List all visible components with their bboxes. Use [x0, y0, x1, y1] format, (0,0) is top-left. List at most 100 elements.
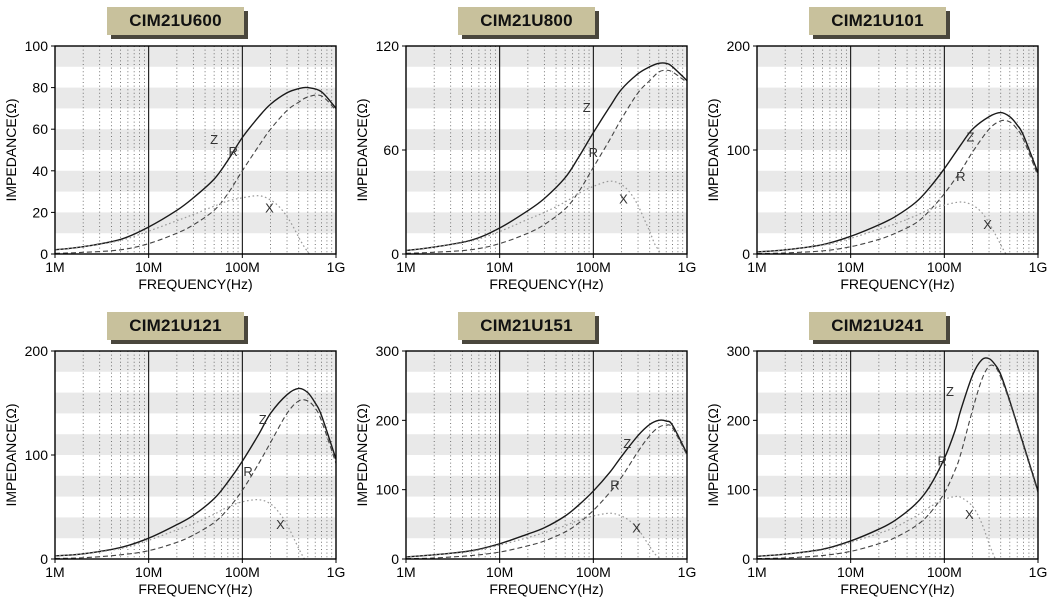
curve-label-r: R	[956, 169, 965, 184]
curve-label-x: X	[632, 521, 641, 536]
log-gridlines	[82, 46, 333, 254]
y-tick-label: 300	[727, 345, 751, 359]
y-tick-label: 200	[727, 412, 751, 428]
chart-title: CIM21U101	[809, 7, 946, 35]
chart-title: CIM21U800	[458, 7, 595, 35]
x-tick-label: 1G	[678, 259, 697, 275]
y-tick-label: 100	[25, 40, 49, 54]
x-tick-label: 1G	[678, 564, 697, 580]
curve-label-x: X	[983, 217, 992, 232]
curve-z	[757, 111, 1038, 253]
x-tick-label: 10M	[135, 259, 162, 275]
y-tick-label: 60	[383, 142, 399, 158]
y-axis-label: IMPEDANCE(Ω)	[3, 403, 19, 506]
chart-cell: CIM21U800 Z R X 0 60 120 1M 10M 100M 1G FREQUENCY(…	[351, 0, 702, 305]
x-tick-label: 100M	[927, 259, 962, 275]
y-axis-label: IMPEDANCE(Ω)	[354, 403, 370, 506]
y-tick-label: 300	[376, 345, 400, 359]
impedance-chart: Z R X 0 100 200 300 1M 10M 100M 1G FREQUENCY(Hz) IMP…	[354, 345, 697, 597]
curve-z	[406, 419, 687, 558]
plot-border	[756, 350, 1039, 560]
y-axis-label: IMPEDANCE(Ω)	[3, 98, 19, 201]
curve-label-z: Z	[966, 130, 974, 145]
x-tick-label: 10M	[837, 259, 864, 275]
x-tick-label: 1M	[747, 259, 766, 275]
x-tick-label: 100M	[927, 564, 962, 580]
y-tick-label: 200	[25, 345, 49, 359]
y-tick-label: 200	[376, 412, 400, 428]
impedance-chart: Z R X 0 60 120 1M 10M 100M 1G FREQUENCY(Hz) IMPEDAN…	[354, 40, 697, 292]
chart-cell: CIM21U121 Z R X 0 100 200 1M 10M 100M 1G FREQUENCY…	[0, 305, 351, 610]
curve-label-x: X	[619, 192, 628, 207]
curve-r	[406, 69, 687, 254]
x-tick-label: 1M	[747, 564, 766, 580]
y-axis-label: IMPEDANCE(Ω)	[354, 98, 370, 201]
stripe-bands	[55, 351, 336, 539]
stripe-bands	[406, 351, 687, 539]
y-tick-label: 0	[40, 246, 48, 262]
impedance-chart: Z R X 0 100 200 1M 10M 100M 1G FREQUENCY(Hz) IMPEDA…	[3, 345, 345, 597]
y-tick-label: 0	[391, 551, 399, 567]
curve-label-r: R	[938, 453, 947, 468]
curve-r	[757, 364, 1038, 559]
curve-x	[757, 201, 1007, 254]
curve-r	[757, 119, 1038, 254]
curve-z	[55, 86, 336, 251]
curve-z	[757, 357, 1038, 557]
curve-x	[757, 495, 996, 559]
curve-z	[406, 62, 687, 252]
x-tick-label: 1M	[396, 564, 415, 580]
x-tick-label: 1G	[1029, 564, 1048, 580]
y-tick-label: 0	[742, 551, 750, 567]
y-tick-label: 0	[391, 246, 399, 262]
log-gridlines	[433, 351, 684, 559]
x-tick-label: 1M	[396, 259, 415, 275]
stripe-bands	[757, 351, 1038, 539]
y-axis-label: IMPEDANCE(Ω)	[705, 98, 721, 201]
curve-z	[55, 387, 336, 557]
impedance-chart: Z R X 0 100 200 300 1M 10M 100M 1G FREQUENCY(Hz) IMP…	[705, 345, 1048, 597]
x-axis-label: FREQUENCY(Hz)	[138, 276, 252, 292]
x-tick-label: 10M	[135, 564, 162, 580]
chart-title: CIM21U121	[107, 312, 244, 340]
plot-border	[405, 350, 688, 560]
curve-label-r: R	[589, 145, 598, 160]
log-gridlines	[784, 351, 1035, 559]
chart-title: CIM21U241	[809, 312, 946, 340]
y-tick-label: 0	[742, 246, 750, 262]
x-tick-label: 1M	[45, 259, 64, 275]
y-tick-label: 120	[376, 40, 400, 54]
plot-border	[54, 45, 337, 255]
stripe-bands	[406, 46, 687, 234]
curve-label-z: Z	[259, 412, 267, 427]
curve-label-z: Z	[210, 132, 218, 147]
y-tick-label: 100	[727, 482, 751, 498]
x-tick-label: 10M	[486, 564, 513, 580]
y-tick-label: 60	[32, 121, 48, 137]
x-tick-label: 1G	[1029, 259, 1048, 275]
x-axis-label: FREQUENCY(Hz)	[840, 276, 954, 292]
curve-x	[55, 195, 310, 254]
stripe-bands	[55, 46, 336, 234]
curve-label-x: X	[965, 507, 974, 522]
x-axis-label: FREQUENCY(Hz)	[840, 581, 954, 597]
curve-label-r: R	[243, 464, 252, 479]
y-tick-label: 0	[40, 551, 48, 567]
x-tick-label: 100M	[225, 564, 260, 580]
curve-label-r: R	[229, 144, 238, 159]
x-axis-label: FREQUENCY(Hz)	[489, 581, 603, 597]
y-tick-label: 100	[376, 482, 400, 498]
stripe-bands	[757, 46, 1038, 234]
x-tick-label: 100M	[225, 259, 260, 275]
y-tick-label: 200	[727, 40, 751, 54]
y-tick-label: 40	[32, 163, 48, 179]
curve-label-x: X	[265, 200, 274, 215]
curve-label-z: Z	[946, 384, 954, 399]
curve-label-x: X	[276, 517, 285, 532]
curve-r	[55, 399, 336, 559]
x-tick-label: 100M	[576, 564, 611, 580]
chart-cell: CIM21U600 Z R X 0 20 40 60 80 100 1M 10M 100M 1G FREQ…	[0, 0, 351, 305]
curve-r	[406, 424, 687, 559]
y-tick-label: 100	[25, 447, 49, 463]
